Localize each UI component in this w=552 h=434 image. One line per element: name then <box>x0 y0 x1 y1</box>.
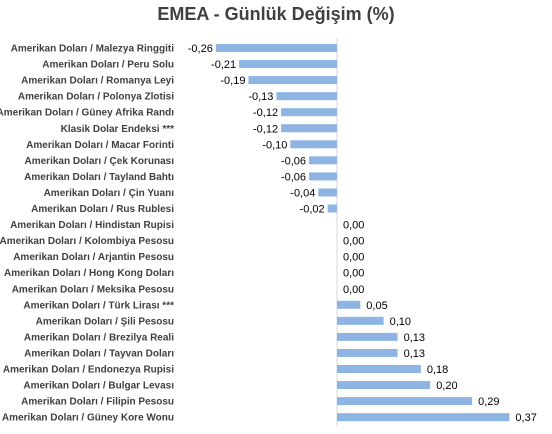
category-label: Amerikan Doları / Meksika Pesosu <box>12 284 174 295</box>
value-label: -0,12 <box>253 123 278 135</box>
category-label: Klasik Dolar Endeksi *** <box>61 124 174 135</box>
value-label: 0,10 <box>390 316 411 328</box>
category-label: Amerikan Doları / Şili Pesosu <box>36 316 174 327</box>
bar <box>337 300 361 309</box>
bar <box>215 44 337 52</box>
category-label: Amerikan Doları / Hong Kong Doları <box>4 268 174 279</box>
value-label: 0,00 <box>343 220 364 232</box>
value-label: -0,10 <box>262 139 287 151</box>
value-label: 0,37 <box>515 412 536 424</box>
category-label: Amerikan Doları / Tayvan Doları <box>24 348 174 359</box>
bar <box>318 188 337 197</box>
bar <box>281 124 337 133</box>
value-label: 0,18 <box>427 364 448 376</box>
category-label: Amerikan Doları / Rus Rublesi <box>31 204 174 215</box>
value-label: -0,19 <box>220 75 245 87</box>
value-label: 0,00 <box>343 252 364 264</box>
bar <box>239 60 337 69</box>
bar <box>248 76 337 85</box>
category-label: Amerikan Doları / Tayland Bahtı <box>24 172 174 183</box>
bar <box>337 413 510 422</box>
category-label: Amerikan Doları / Endonezya Rupisi <box>3 365 174 376</box>
category-label: Amerikan Doları / Çin Yuanı <box>44 188 175 199</box>
value-label: -0,06 <box>281 171 306 183</box>
value-label: 0,13 <box>404 348 425 360</box>
value-label: -0,02 <box>300 204 325 216</box>
category-label: Amerikan Doları / Filipin Pesosu <box>21 397 174 408</box>
bar <box>309 172 337 181</box>
bar <box>337 332 398 341</box>
category-label: Amerikan Doları / Bulgar Levası <box>23 381 174 392</box>
category-label: Amerikan Doları / Macar Forinti <box>26 140 174 151</box>
bar <box>309 156 337 165</box>
bar <box>337 397 473 406</box>
category-label: Amerikan Doları / Polonya Zlotisi <box>18 92 174 103</box>
value-label: 0,00 <box>343 268 364 280</box>
value-label: -0,21 <box>211 59 236 71</box>
category-label: Amerikan Doları / Güney Kore Wonu <box>2 413 174 424</box>
value-label: -0,04 <box>290 187 315 199</box>
value-label: 0,13 <box>404 332 425 344</box>
category-label: Amerikan Doları / Malezya Ringgiti <box>11 44 175 55</box>
category-label: Amerikan Doları / Arjantin Pesosu <box>13 252 174 263</box>
category-label: Amerikan Doları / Hindistan Rupisi <box>10 220 174 231</box>
bar <box>290 140 337 149</box>
bar <box>276 92 337 101</box>
value-label: 0,20 <box>436 380 457 392</box>
category-label: Amerikan Doları / Türk Lirası *** <box>23 300 174 311</box>
value-label: -0,13 <box>248 91 273 103</box>
value-label: 0,29 <box>478 396 499 408</box>
value-label: 0,00 <box>343 284 364 296</box>
bar <box>327 204 337 213</box>
bar <box>337 316 384 325</box>
value-label: 0,05 <box>366 300 387 312</box>
bar <box>337 381 431 390</box>
category-label: Amerikan Doları / Güney Afrika Randı <box>0 108 174 119</box>
value-label: -0,26 <box>188 43 213 55</box>
category-label: Amerikan Doları / Romanya Leyi <box>21 76 174 87</box>
category-label: Amerikan Doları / Peru Solu <box>42 60 174 71</box>
bar <box>337 365 421 373</box>
bar <box>281 108 337 117</box>
bar <box>337 348 398 357</box>
chart-title: EMEA - Günlük Değişim (%) <box>157 4 395 24</box>
category-label: Amerikan Doları / Kolombiya Pesosu <box>0 236 174 247</box>
category-label: Amerikan Doları / Çek Korunası <box>25 156 175 167</box>
value-label: -0,06 <box>281 155 306 167</box>
category-label: Amerikan Doları / Brezilya Reali <box>24 332 174 343</box>
value-label: -0,12 <box>253 107 278 119</box>
value-label: 0,00 <box>343 236 364 248</box>
